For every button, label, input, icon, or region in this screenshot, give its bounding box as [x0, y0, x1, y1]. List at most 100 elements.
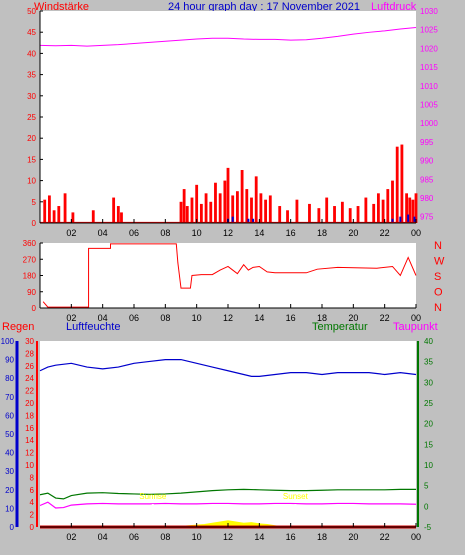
wind-gust-bar — [333, 206, 336, 223]
direction-x-tick-label: 12 — [223, 313, 233, 323]
temperature-axis-label: 15 — [424, 440, 433, 449]
direction-x-tick-label: 20 — [348, 313, 358, 323]
wind-gust-bar — [381, 199, 385, 223]
humidity-x-tick-label: 16 — [286, 532, 296, 542]
pressure-axis-label: 985 — [420, 175, 434, 184]
wind-gust-bar — [259, 193, 263, 223]
pressure-axis-label: 1020 — [420, 44, 438, 53]
wind-gust-bar — [226, 167, 230, 223]
rain-axis-label: 8 — [30, 473, 35, 482]
compass-label: W — [434, 256, 445, 268]
wind-gust-bar — [376, 193, 380, 223]
pressure-axis-label: 990 — [420, 157, 434, 166]
direction-x-tick-label: 22 — [380, 313, 390, 323]
humidity-x-tick-label: 06 — [129, 532, 139, 542]
humidity-x-tick-label: 12 — [223, 532, 233, 542]
wind-x-tick-label: 02 — [66, 228, 76, 238]
wind-gust-bar — [235, 191, 239, 223]
humidity-axis-label: 50 — [5, 430, 14, 439]
humidity-x-tick-label: 04 — [98, 532, 108, 542]
humidity-axis-label: 70 — [5, 393, 14, 402]
humidity-axis-label: 0 — [10, 523, 15, 532]
wind-gust-bar — [372, 203, 376, 223]
rain-axis-label: 16 — [25, 424, 34, 433]
humidity-x-tick-label: 22 — [380, 532, 390, 542]
wind-x-tick-label: 04 — [98, 228, 108, 238]
wind-gust-bar — [391, 180, 394, 223]
rain-axis-label: 26 — [25, 362, 34, 371]
luftfeuchte-line — [39, 359, 417, 377]
chart-title: 24 hour graph day : 17 November 2021 — [168, 1, 360, 13]
pressure-line — [39, 26, 417, 47]
rain-axis-label: 6 — [30, 486, 35, 495]
compass-label: S — [434, 271, 441, 283]
wind-gust-bar — [71, 212, 75, 223]
wind-gust-bar — [195, 184, 199, 223]
pressure-axis-label: 1005 — [420, 100, 438, 109]
wind-gust-bar — [179, 201, 183, 223]
wind-mean-bar — [231, 216, 234, 223]
humidity-axis-label: 100 — [1, 337, 15, 346]
wind-axis-label: 0 — [32, 219, 37, 228]
humidity-x-tick-label: 14 — [254, 532, 264, 542]
rain-axis-label: 0 — [30, 523, 35, 532]
wind-x-tick-label: 22 — [380, 228, 390, 238]
direction-x-tick-label: 04 — [98, 313, 108, 323]
wind-gust-bar — [231, 195, 235, 223]
wind-gust-bar — [386, 189, 390, 223]
humidity-axis-label: 80 — [5, 374, 14, 383]
direction-line — [42, 243, 417, 308]
humidity-x-tick-label: 10 — [192, 532, 202, 542]
wind-label: Windstärke — [34, 1, 89, 13]
humidity-x-tick-label: 20 — [348, 532, 358, 542]
wind-gust-bar — [364, 197, 368, 223]
wind-axis-label: 15 — [27, 155, 36, 164]
temperature-axis-label: -5 — [424, 523, 432, 532]
wind-gust-bar — [204, 193, 208, 223]
direction-x-tick-label: 08 — [160, 313, 170, 323]
wind-gust-bar — [199, 203, 203, 223]
rain-axis-label: 4 — [30, 498, 35, 507]
wind-x-tick-label: 10 — [192, 228, 202, 238]
dewpoint-label: Taupunkt — [393, 321, 438, 333]
wind-gust-bar — [52, 210, 56, 223]
humidity-x-tick-label: 08 — [160, 532, 170, 542]
humidity-plot-area — [40, 341, 416, 527]
temperature-label: Temperatur — [312, 321, 368, 333]
wind-x-tick-label: 08 — [160, 228, 170, 238]
wind-gust-bar — [278, 206, 282, 223]
pressure-axis-label: 1025 — [420, 26, 438, 35]
rain-label: Regen — [2, 321, 34, 333]
direction-axis-label: 360 — [23, 239, 37, 248]
taupunkt-line — [39, 501, 417, 509]
direction-plot-area — [40, 243, 416, 308]
wind-axis-label: 45 — [27, 28, 36, 37]
wind-axis-label: 10 — [27, 177, 36, 186]
temperature-axis-label: 20 — [424, 420, 433, 429]
wind-gust-bar — [223, 180, 227, 223]
wind-pressure-plot: 0510152025303540455097598098599099510001… — [27, 7, 438, 238]
wind-gust-bar — [405, 193, 409, 223]
humidity-axis-label: 60 — [5, 411, 14, 420]
wind-gust-bar — [218, 193, 222, 223]
wind-gust-bar — [414, 193, 418, 223]
sun-label: Sunset — [283, 492, 309, 501]
humidity-axis-label: 10 — [5, 504, 14, 513]
direction-x-tick-label: 00 — [411, 313, 421, 323]
direction-axis-label: 0 — [32, 304, 37, 313]
wind-gust-bar — [400, 144, 404, 223]
wind-axis-label: 5 — [32, 198, 37, 207]
wind-gust-bar — [250, 197, 253, 223]
wind-gust-bar — [325, 197, 329, 223]
wind-x-tick-label: 06 — [129, 228, 139, 238]
temperature-axis-label: 5 — [424, 482, 429, 491]
wind-gust-bar — [185, 206, 189, 223]
humidity-axis-label: 40 — [5, 449, 14, 458]
wind-gust-bar — [317, 208, 321, 223]
rain-axis-label: 24 — [25, 374, 34, 383]
direction-axis-label: 270 — [23, 255, 37, 264]
rain-axis-label: 10 — [25, 461, 34, 470]
